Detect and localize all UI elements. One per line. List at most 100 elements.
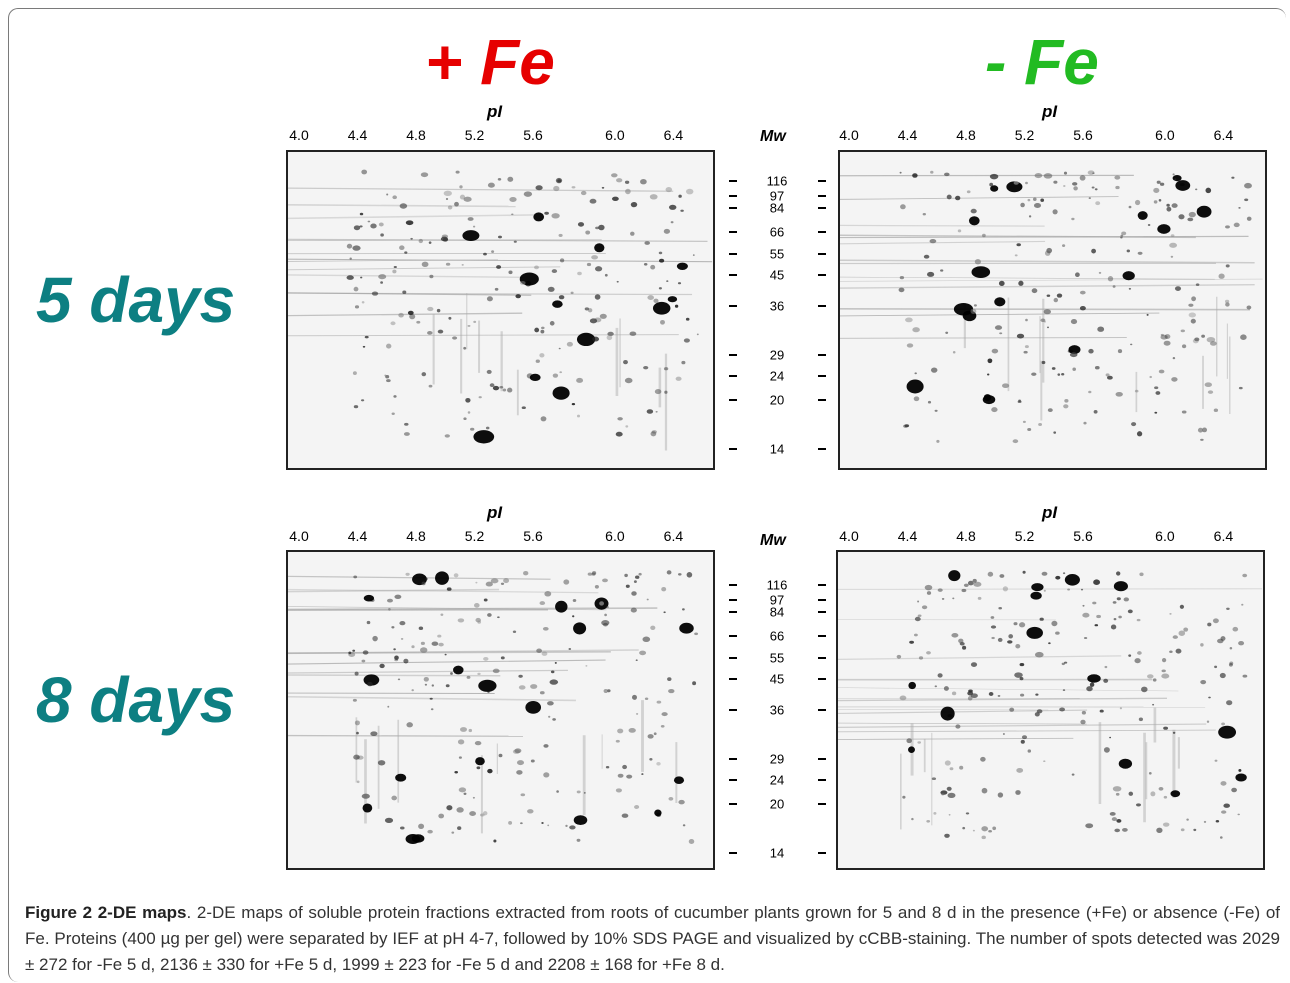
pi-tick-label: 4.8 [406,127,426,143]
mw-marker-label: 45 [769,267,785,283]
pi-tick-label: 6.0 [1155,127,1175,143]
caption-label: Figure 2 2-DE maps [25,903,187,922]
pi-tick-label: 6.4 [663,127,684,143]
mw-marker-dash [818,354,826,356]
gel-plus-fe-5-days [286,150,715,470]
row-label-8-days: 8 days [36,664,236,736]
pi-tick-label: 6.4 [1213,528,1234,544]
figure-frame [8,8,1286,982]
mw-marker-label: 14 [769,845,785,861]
mw-marker-dash [818,657,826,659]
mw-marker-dash [818,635,826,637]
mw-marker-dash [818,305,826,307]
mw-marker-dash [729,274,737,276]
mw-marker-dash [818,231,826,233]
mw-marker-label: 55 [769,650,785,666]
mw-marker-label: 66 [769,628,785,644]
pi-tick-label: 5.6 [1073,528,1093,544]
mw-marker-dash [729,852,737,854]
pi-tick-label: 4.0 [289,528,309,544]
mw-marker-dash [729,305,737,307]
mw-marker-dash [729,180,737,182]
mw-marker-dash [818,599,826,601]
mw-marker-dash [818,779,826,781]
mw-marker-label: 116 [766,173,788,189]
mw-marker-dash [818,274,826,276]
mw-marker-dash [729,448,737,450]
pi-axis-label: pI [487,503,503,522]
mw-marker-label: 116 [766,577,788,593]
mw-marker-dash [818,584,826,586]
pi-tick-label: 4.4 [897,528,918,544]
mw-marker-label: 45 [769,671,785,687]
pi-tick-label: 5.6 [523,528,543,544]
mw-marker-dash [818,195,826,197]
mw-marker-dash [729,758,737,760]
gel-minus-fe-8-days [836,550,1265,870]
mw-marker-label: 20 [769,796,785,812]
pi-tick-label: 6.4 [663,528,684,544]
mw-marker-dash [818,852,826,854]
pi-tick-label: 5.2 [464,528,485,544]
mw-marker-dash [729,399,737,401]
mw-marker-label: 24 [769,368,785,384]
pi-tick-label: 4.0 [839,528,859,544]
mw-marker-dash [729,803,737,805]
mw-marker-dash [729,375,737,377]
mw-marker-label: 24 [769,772,785,788]
pi-axis-label: pI [1042,503,1058,522]
title-minus-fe: - Fe [985,26,1099,98]
mw-marker-dash [818,180,826,182]
figure-caption: Figure 2 2-DE maps. 2-DE maps of soluble… [25,900,1280,978]
mw-marker-label: 14 [769,441,785,457]
pi-tick-label: 6.0 [605,528,625,544]
mw-marker-dash [729,253,737,255]
mw-marker-dash [729,207,737,209]
caption-text: . 2-DE maps of soluble protein fractions… [25,903,1280,974]
mw-marker-dash [818,803,826,805]
mw-marker-dash [818,207,826,209]
mw-marker-dash [729,678,737,680]
pi-tick-label: 4.4 [347,127,368,143]
mw-marker-label: 97 [769,188,785,204]
row-label-5-days: 5 days [36,264,236,336]
mw-marker-label: 29 [769,347,785,363]
mw-marker-dash [729,584,737,586]
mw-marker-dash [729,599,737,601]
pi-tick-label: 6.0 [1155,528,1175,544]
mw-marker-label: 36 [769,298,785,314]
pi-tick-label: 6.0 [605,127,625,143]
mw-marker-dash [729,231,737,233]
mw-marker-dash [818,709,826,711]
pi-tick-label: 5.6 [523,127,543,143]
pi-tick-label: 4.8 [406,528,426,544]
pi-axis-label: pI [487,102,503,121]
mw-marker-label: 66 [769,224,785,240]
mw-marker-label: 55 [769,246,785,262]
mw-marker-label: 29 [769,751,785,767]
mw-marker-dash [729,635,737,637]
pi-tick-label: 5.2 [464,127,485,143]
mw-marker-dash [729,779,737,781]
gel-plus-fe-8-days [286,550,715,870]
mw-marker-label: 20 [769,392,785,408]
mw-marker-dash [818,375,826,377]
pi-tick-label: 4.8 [956,127,976,143]
pi-tick-label: 4.4 [897,127,918,143]
mw-marker-dash [729,709,737,711]
pi-tick-label: 6.4 [1213,127,1234,143]
pi-axis-label: pI [1042,102,1058,121]
mw-marker-label: 84 [769,200,785,216]
pi-tick-label: 5.2 [1014,127,1035,143]
mw-marker-label: 97 [769,592,785,608]
pi-tick-label: 4.4 [347,528,368,544]
gel-minus-fe-5-days [838,150,1267,470]
mw-marker-dash [818,448,826,450]
title-plus-fe: + Fe [425,26,555,98]
mw-marker-label: 84 [769,604,785,620]
mw-axis-label: Mw [760,128,786,145]
mw-marker-dash [729,657,737,659]
pi-tick-label: 4.0 [289,127,309,143]
pi-tick-label: 4.8 [956,528,976,544]
mw-marker-dash [818,253,826,255]
